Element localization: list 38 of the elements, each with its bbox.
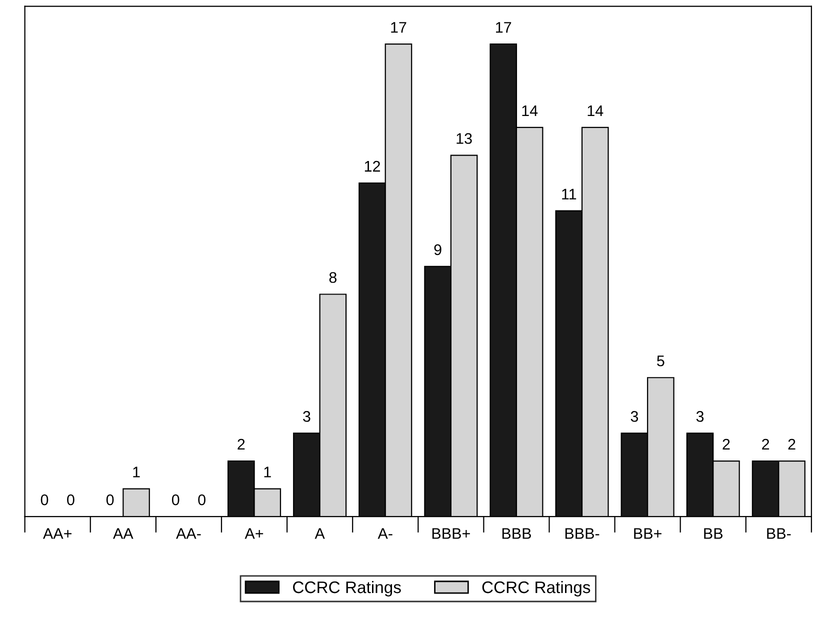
x-tick-label: AA- [176,528,201,539]
x-tick-label: BBB+ [432,528,470,539]
data-label: 12 [364,160,380,172]
data-label: 0 [67,494,74,506]
x-tick-label: BB- [767,528,791,539]
data-label: 0 [40,494,48,506]
data-label: 14 [522,105,538,116]
x-tick-label: A- [378,528,392,539]
data-label: 2 [762,438,770,450]
x-tick-label: AA [113,528,134,539]
x-tick-label: A [314,528,325,539]
data-label: 3 [696,411,704,422]
x-tick-label: BB [704,528,722,539]
data-label: 2 [788,438,796,450]
data-label: 0 [198,494,206,506]
legend-label: CCRC Ratings [482,580,590,596]
data-label: 14 [588,105,604,116]
legend-label: CCRC Ratings [293,580,401,596]
x-tick-label: BBB- [565,528,600,539]
data-label: 0 [172,494,180,506]
data-label: 5 [657,356,664,366]
x-tick-label: BBB [502,528,531,539]
data-label: 8 [329,272,337,283]
data-label: 2 [722,438,730,450]
data-label: 0 [106,494,114,506]
data-label: 1 [133,466,140,478]
data-label: 3 [303,411,310,422]
data-label: 1 [264,466,271,478]
x-tick-label: BB+ [634,528,662,539]
x-tick-label: AA+ [42,528,72,539]
data-label: 3 [630,411,638,422]
x-tick-label: A+ [244,528,264,539]
data-label: 17 [496,22,512,33]
data-label: 2 [238,438,245,450]
data-label: 13 [456,133,472,144]
data-label: 17 [391,22,406,33]
data-label: 9 [434,244,442,256]
data-label: 11 [562,188,576,200]
